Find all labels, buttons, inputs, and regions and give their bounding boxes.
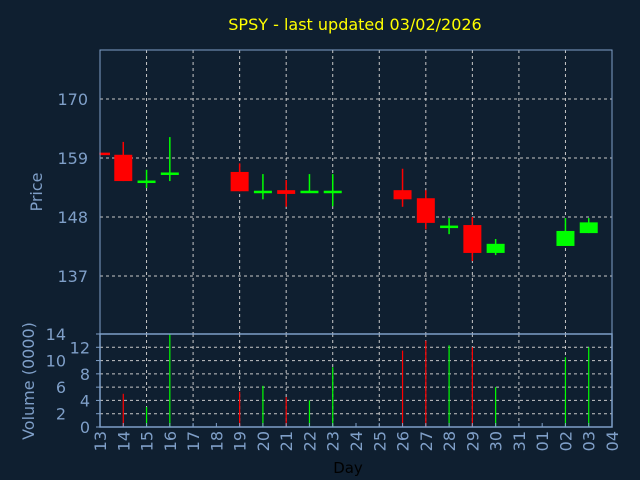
x-tick-label: 30 xyxy=(487,431,506,451)
x-tick-label: 27 xyxy=(417,431,436,451)
candle-body xyxy=(463,225,482,253)
volume-tick-label: 2 xyxy=(56,405,66,424)
candle-body xyxy=(230,171,249,192)
x-tick-label: 22 xyxy=(300,431,319,451)
candle-body xyxy=(556,230,575,246)
candle-body xyxy=(416,198,435,223)
candle-body xyxy=(486,243,505,253)
candle-body xyxy=(277,190,296,194)
y-axis-label: Price xyxy=(27,172,46,211)
price-tick-label: 148 xyxy=(57,208,88,227)
candle-body xyxy=(100,152,110,156)
x-tick-label: 04 xyxy=(603,431,622,451)
x-tick-label: 15 xyxy=(138,431,157,451)
x-tick-label: 21 xyxy=(277,431,296,451)
x-axis-label: Day xyxy=(333,459,363,477)
candle-body xyxy=(323,190,342,194)
x-tick-label: 13 xyxy=(91,431,110,451)
candle-body xyxy=(440,225,459,229)
x-tick-label: 28 xyxy=(440,431,459,451)
x-tick-label: 20 xyxy=(254,431,273,451)
candle-body xyxy=(160,172,179,175)
x-tick-label: 17 xyxy=(184,431,203,451)
x-tick-label: 25 xyxy=(370,431,389,451)
grid xyxy=(100,50,612,427)
x-tick-label: 31 xyxy=(510,431,529,451)
x-tick-label: 23 xyxy=(324,431,343,451)
chart-marks xyxy=(99,137,598,427)
price-panel-frame xyxy=(99,49,613,335)
x-tick-label: 02 xyxy=(556,431,575,451)
volume-panel-frame xyxy=(99,333,613,428)
volume-tick-label: 10 xyxy=(46,352,66,371)
candle-body xyxy=(393,190,412,200)
candle-body xyxy=(114,154,133,182)
x-tick-label: 14 xyxy=(114,431,133,451)
candle-body xyxy=(253,190,272,194)
volume-axis-label: Volume (0000) xyxy=(19,322,38,440)
candle-body xyxy=(300,190,319,194)
candle-body xyxy=(137,180,156,184)
x-tick-label: 16 xyxy=(161,431,180,451)
volume-tick-label: 0 xyxy=(80,418,90,437)
x-tick-label: 18 xyxy=(207,431,226,451)
chart-title: SPSY - last updated 03/02/2026 xyxy=(228,15,481,34)
price-tick-label: 170 xyxy=(57,90,88,109)
x-tick-label: 19 xyxy=(231,431,250,451)
volume-tick-label: 14 xyxy=(46,325,66,344)
volume-tick-label: 4 xyxy=(80,391,90,410)
price-tick-label: 137 xyxy=(57,267,88,286)
price-tick-label: 159 xyxy=(57,149,88,168)
x-tick-label: 29 xyxy=(463,431,482,451)
volume-tick-label: 8 xyxy=(80,365,90,384)
candle-body xyxy=(579,222,598,234)
volume-tick-label: 6 xyxy=(56,378,66,397)
volume-tick-label: 12 xyxy=(70,338,90,357)
x-tick-label: 26 xyxy=(394,431,413,451)
x-tick-label: 03 xyxy=(580,431,599,451)
x-tick-label: 01 xyxy=(533,431,552,451)
x-tick-label: 24 xyxy=(347,431,366,451)
